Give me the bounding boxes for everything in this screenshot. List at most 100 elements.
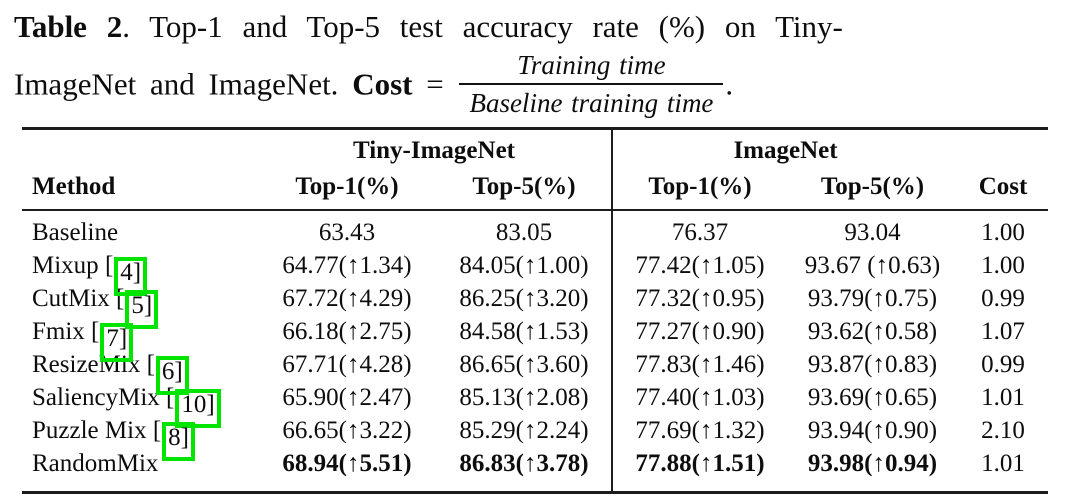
method-label: SaliencyMix [32, 384, 160, 412]
tiny-top5-cell: 86.65(↑3.60) [459, 351, 589, 379]
cost-cell: 2.10 [981, 417, 1025, 445]
table-row: Baseline 63.43 83.05 76.37 93.04 1.00 [22, 209, 1048, 250]
imagenet-top5-cell: 93.67 (↑0.63) [804, 252, 941, 280]
citation-number: 8] [168, 424, 189, 452]
method-cell: RandomMix [22, 448, 257, 493]
cost-cell: 1.07 [981, 318, 1025, 346]
method-cell: Mixup [4] [22, 250, 257, 297]
method-cell: Baseline [22, 210, 257, 250]
imagenet-top1-cell: 77.83(↑1.46) [611, 348, 787, 382]
method-cell: Fmix [7] [22, 316, 257, 363]
caption-line-2: ImageNet and ImageNet. Cost = Training t… [14, 51, 1070, 121]
table-row: SaliencyMix [10] 65.90(↑2.47) 85.13(↑2.0… [22, 381, 1048, 429]
table-row: Puzzle Mix [8] 66.65(↑3.22) 85.29(↑2.24)… [22, 414, 1048, 462]
table-row: ResizeMix [6] 67.71(↑4.28) 86.65(↑3.60) … [22, 348, 1048, 396]
col-header-imagenet-top1: Top-1(%) [611, 168, 787, 211]
col-header-cost: Cost [958, 168, 1049, 211]
table-body: Baseline 63.43 83.05 76.37 93.04 1.00 Mi… [22, 209, 1048, 493]
imagenet-top1-cell: 77.88(↑1.51) [611, 447, 787, 493]
citation-open-bracket: [ [146, 417, 162, 445]
method-label: Fmix [32, 318, 85, 346]
col-header-tiny-top1: Top-1(%) [257, 168, 437, 211]
citation-number: 7] [106, 325, 128, 353]
tiny-top5-cell: 86.83(↑3.78) [459, 450, 589, 478]
tiny-top1-cell: 65.90(↑2.47) [282, 384, 412, 412]
caption-trailing-period: . [725, 66, 734, 102]
tiny-top1-cell: 66.65(↑3.22) [282, 417, 412, 445]
cost-cell: 1.01 [981, 384, 1025, 412]
caption-line-1: Table 2. Top-1 and Top-5 test accuracy r… [14, 6, 1070, 48]
col-header-tiny-top5: Top-5(%) [437, 168, 612, 211]
table-row: Mixup [4] 64.77(↑1.34) 84.05(↑1.00) 77.4… [22, 249, 1048, 297]
citation-open-bracket: [ [109, 285, 125, 313]
tiny-top1-cell: 64.77(↑1.34) [282, 252, 412, 280]
table-caption: Table 2. Top-1 and Top-5 test accuracy r… [0, 0, 1080, 121]
imagenet-top5-cell: 93.69(↑0.65) [807, 384, 938, 412]
imagenet-top1-cell: 77.27(↑0.90) [611, 315, 787, 349]
imagenet-top5-cell: 93.79(↑0.75) [807, 285, 938, 313]
group-header-spacer [22, 128, 257, 169]
column-header-row: Method Top-1(%) Top-5(%) Top-1(%) Top-5(… [22, 168, 1049, 211]
method-label: RandomMix [32, 450, 159, 478]
group-header-spacer-cost [958, 128, 1048, 169]
tiny-top5-cell: 83.05 [495, 219, 553, 247]
table-row: Fmix [7] 66.18(↑2.75) 84.58(↑1.53) 77.27… [22, 315, 1048, 363]
citation-number: 5] [131, 292, 153, 320]
caption-cost-label: Cost [352, 66, 413, 102]
col-header-imagenet-top5: Top-5(%) [787, 168, 959, 211]
imagenet-top5-cell: 93.98(↑0.94) [807, 450, 938, 478]
tiny-top5-cell: 84.05(↑1.00) [459, 252, 589, 280]
method-cell: ResizeMix [6] [22, 349, 257, 396]
table-row: RandomMix 68.94(↑5.51) 86.83(↑3.78) 77.8… [22, 447, 1048, 493]
method-cell: CutMix [5] [22, 283, 257, 330]
cost-fraction: Training time Baseline training time [459, 51, 724, 118]
table-row: CutMix [5] 67.72(↑4.29) 86.25(↑3.20) 77.… [22, 282, 1048, 330]
tiny-top5-cell: 85.13(↑2.08) [459, 384, 589, 412]
col-header-method: Method [22, 168, 257, 211]
fraction-numerator: Training time [459, 51, 724, 86]
imagenet-top1-cell: 77.69(↑1.32) [611, 414, 787, 448]
method-label: Puzzle Mix [32, 417, 147, 445]
cost-cell: 1.00 [981, 252, 1025, 280]
tiny-top1-cell: 67.71(↑4.28) [282, 351, 412, 379]
imagenet-top5-cell: 93.87(↑0.83) [807, 351, 938, 379]
tiny-top5-cell: 85.29(↑2.24) [459, 417, 589, 445]
group-header-row: Tiny-ImageNet ImageNet [22, 128, 1048, 169]
cost-cell: 1.00 [981, 219, 1025, 247]
citation-open-bracket: [ [84, 318, 100, 346]
tiny-top1-cell: 68.94(↑5.51) [282, 450, 412, 478]
tiny-top1-cell: 67.72(↑4.29) [282, 285, 412, 313]
group-header-imagenet: ImageNet [610, 128, 959, 169]
citation-link-box[interactable]: 6] [155, 356, 189, 396]
citation-link-box[interactable]: 8] [162, 422, 195, 462]
citation-number: 10] [181, 391, 215, 419]
citation-link-box[interactable]: 10] [175, 389, 221, 429]
citation-number: 6] [161, 358, 183, 386]
method-label: Mixup [32, 252, 99, 280]
tiny-top1-cell: 63.43 [318, 219, 376, 247]
method-label: CutMix [32, 285, 110, 313]
cost-cell: 0.99 [981, 285, 1025, 313]
caption-line-2-text: ImageNet and ImageNet. [14, 66, 353, 102]
imagenet-top5-cell: 93.04 [844, 219, 901, 247]
caption-equals-sign: = [412, 66, 458, 102]
citation-link-box[interactable]: 5] [125, 290, 159, 330]
cost-cell: 0.99 [981, 351, 1025, 379]
imagenet-top1-cell: 76.37 [611, 209, 787, 250]
caption-line-1-text: . Top-1 and Top-5 test accuracy rate (%)… [122, 9, 843, 44]
tiny-top1-cell: 66.18(↑2.75) [282, 318, 412, 346]
citation-link-box[interactable]: 4] [114, 257, 148, 297]
method-cell: SaliencyMix [10] [22, 382, 257, 429]
citation-open-bracket: [ [159, 384, 175, 412]
method-label: Baseline [32, 219, 119, 247]
tiny-top5-cell: 84.58(↑1.53) [459, 318, 589, 346]
imagenet-top5-cell: 93.94(↑0.90) [807, 417, 938, 445]
citation-open-bracket: [ [98, 252, 114, 280]
method-cell: Puzzle Mix [8] [22, 415, 257, 462]
results-table: Tiny-ImageNet ImageNet Method Top-1(%) T… [22, 126, 1049, 494]
caption-table-label: Table 2 [14, 9, 123, 44]
imagenet-top1-cell: 77.42(↑1.05) [611, 249, 787, 283]
citation-link-box[interactable]: 7] [100, 323, 134, 363]
imagenet-top5-cell: 93.62(↑0.58) [807, 318, 938, 346]
